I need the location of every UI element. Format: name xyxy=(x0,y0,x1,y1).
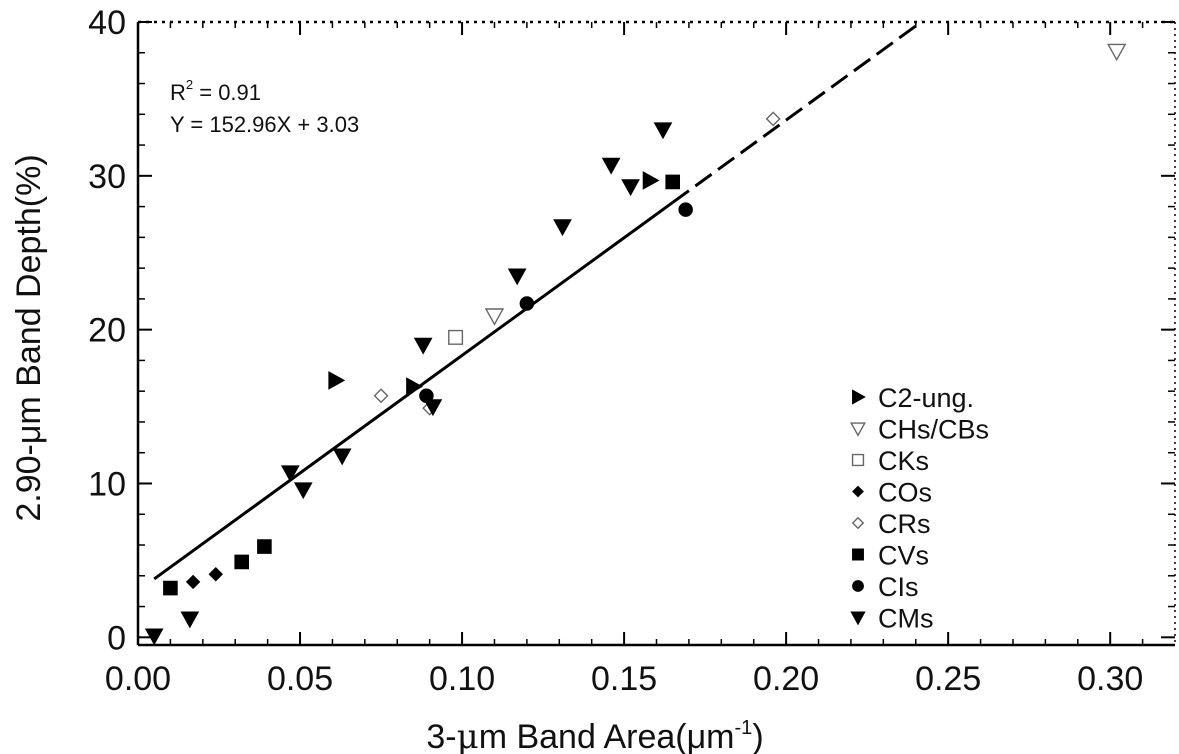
x-tick-label: 0.20 xyxy=(753,660,819,698)
legend-marker-cks xyxy=(851,453,865,467)
legend-label-cvs: CVs xyxy=(878,541,929,571)
x-tick-label: 0.10 xyxy=(429,660,495,698)
data-point-c2-ung xyxy=(406,377,423,396)
data-point-cms xyxy=(180,611,200,629)
x-tick-label: 0.30 xyxy=(1077,660,1143,698)
fit-line-dashed xyxy=(671,20,924,204)
data-point-crs xyxy=(765,111,781,127)
legend-marker-chs-cbs xyxy=(850,422,866,437)
legend-marker-cms xyxy=(850,611,866,626)
data-point-c2-ung xyxy=(642,171,660,190)
data-point-cos xyxy=(208,567,223,582)
axis-ticks: 0.00 0.05 0.10 0.15 0.20 0.25 0.30 0 10 20 30 40 xyxy=(88,4,1175,698)
r-squared-label: R2 = 0.91 xyxy=(170,77,261,105)
legend-label-c2-ung: C2-ung. xyxy=(878,383,974,413)
legend-label-crs: CRs xyxy=(878,509,931,539)
legend-marker-c2-ung xyxy=(852,389,866,405)
y-tick-label: 0 xyxy=(107,619,126,657)
data-point-cms xyxy=(144,628,164,646)
data-point-cms xyxy=(507,268,527,286)
data-point-cos xyxy=(185,574,201,590)
x-tick-label: 0.00 xyxy=(105,660,171,698)
y-tick-label: 20 xyxy=(88,312,126,350)
y-tick-label: 10 xyxy=(88,465,126,503)
legend-label-cos: COs xyxy=(878,478,932,508)
data-point-cms xyxy=(621,179,640,197)
legend-label-cms: CMs xyxy=(878,604,934,634)
data-point-cms xyxy=(601,157,621,175)
x-axis-label: 3-μm Band Area(μm-1) xyxy=(426,717,763,754)
legend-marker-cos xyxy=(852,485,864,498)
data-point-chs-cbs xyxy=(1106,43,1127,62)
y-tick-label: 40 xyxy=(88,4,126,42)
data-point-cms xyxy=(553,219,572,237)
data-point-cvs xyxy=(665,174,681,190)
legend-marker-cvs xyxy=(852,548,864,561)
data-point-cvs xyxy=(163,580,178,596)
data-point-cvs xyxy=(257,539,272,554)
data-point-cis xyxy=(678,202,693,217)
data-point-crs xyxy=(373,388,389,404)
data-point-cms xyxy=(293,482,313,500)
fit-annotation: R2 = 0.91 Y = 152.96X + 3.03 xyxy=(170,77,359,137)
data-point-c2-ung xyxy=(328,371,346,390)
legend-label-cis: CIs xyxy=(878,572,919,602)
data-points xyxy=(144,43,1127,646)
x-tick-label: 0.05 xyxy=(267,660,333,698)
data-point-cvs xyxy=(234,554,249,570)
y-axis-label: 2.90-μm Band Depth(%) xyxy=(10,154,48,521)
data-point-cms xyxy=(423,399,443,417)
regression-fit xyxy=(153,20,924,581)
data-point-chs-cbs xyxy=(484,308,505,326)
data-point-cms xyxy=(413,337,433,355)
x-tick-label: 0.25 xyxy=(915,660,981,698)
data-point-cms xyxy=(280,465,300,483)
legend-marker-crs xyxy=(851,516,865,530)
data-point-cms xyxy=(653,122,673,140)
data-point-cks xyxy=(448,329,464,345)
legend-marker-cis xyxy=(852,580,864,592)
x-tick-label: 0.15 xyxy=(591,660,657,698)
y-tick-label: 30 xyxy=(88,158,126,196)
legend-label-cks: CKs xyxy=(878,446,929,476)
fit-equation-label: Y = 152.96X + 3.03 xyxy=(170,112,359,137)
data-point-cms xyxy=(332,448,352,466)
data-point-cis xyxy=(519,296,535,311)
legend-label-chs-cbs: CHs/CBs xyxy=(878,415,989,445)
